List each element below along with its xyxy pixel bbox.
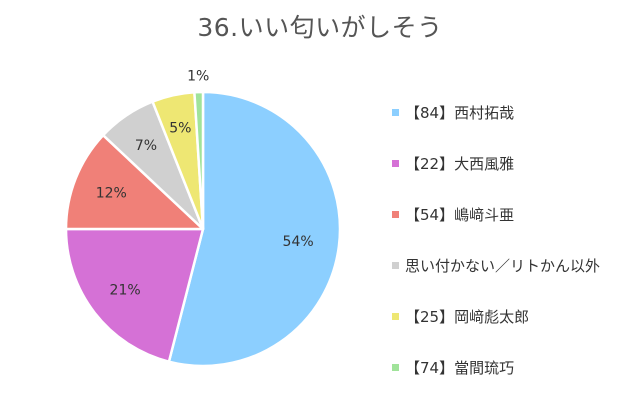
- slice-percent-label-2: 21%: [110, 283, 141, 299]
- legend-item-2: 【22】大西風雅: [392, 138, 600, 189]
- slice-percent-label-1: 54%: [283, 234, 314, 250]
- chart-legend: 【84】西村拓哉 【22】大西風雅 【54】嶋﨑斗亜思い付かない／リトかん以外 【25…: [392, 87, 600, 393]
- slice-percent-label-3: 12%: [96, 186, 127, 202]
- legend-swatch: [392, 109, 399, 116]
- pie-slice-6: [193, 90, 205, 231]
- pie-slice-1: [167, 90, 342, 368]
- legend-label: 【84】西村拓哉: [405, 104, 515, 122]
- legend-label: 【74】當間琉巧: [405, 359, 515, 377]
- legend-swatch: [392, 313, 399, 320]
- legend-swatch: [392, 160, 399, 167]
- legend-item-1: 【84】西村拓哉: [392, 87, 600, 138]
- legend-swatch: [392, 364, 399, 371]
- legend-label: 【54】嶋﨑斗亜: [405, 206, 515, 224]
- slice-percent-label-5: 5%: [169, 120, 191, 136]
- pie-slice-2: [64, 227, 205, 363]
- pie-slice-3: [64, 133, 205, 231]
- legend-item-6: 【74】當間琉巧: [392, 342, 600, 393]
- legend-item-5: 【25】岡﨑彪太郎: [392, 291, 600, 342]
- chart-title: 36.いい匂いがしそう: [197, 13, 443, 42]
- legend-swatch: [392, 211, 399, 218]
- legend-swatch: [392, 262, 399, 269]
- legend-item-3: 【54】嶋﨑斗亜: [392, 189, 600, 240]
- legend-label: 【22】大西風雅: [405, 155, 515, 173]
- legend-item-4: 思い付かない／リトかん以外: [392, 240, 600, 291]
- legend-label: 思い付かない／リトかん以外: [405, 257, 601, 275]
- legend-label: 【25】岡﨑彪太郎: [405, 308, 530, 326]
- slice-percent-label-6: 1%: [187, 69, 209, 85]
- slice-percent-label-4: 7%: [135, 138, 157, 154]
